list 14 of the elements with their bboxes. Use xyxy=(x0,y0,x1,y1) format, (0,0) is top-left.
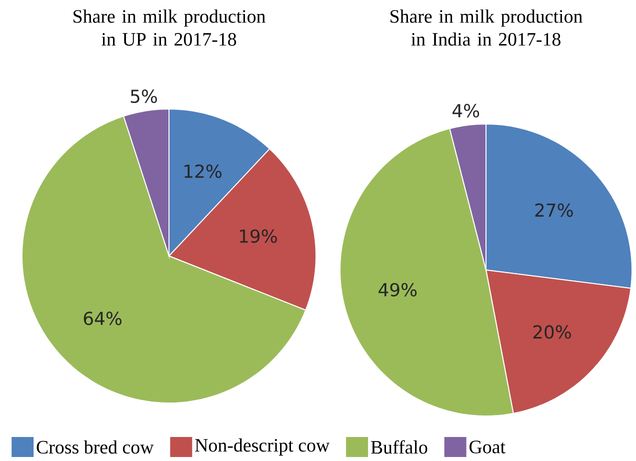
data-label: 5% xyxy=(130,89,157,104)
chart-title: Share in milk production in UP in 2017-18 xyxy=(74,10,266,46)
data-label: 20% xyxy=(533,325,571,339)
chart-title: Share in milk production in India in 2017-18 xyxy=(390,10,582,46)
legend-label: Non-descript cow xyxy=(195,438,330,456)
legend-label: Buffalo xyxy=(370,440,428,454)
legend-label: Goat xyxy=(470,440,506,454)
data-label: 4% xyxy=(452,104,480,118)
data-label: 64% xyxy=(84,312,122,326)
data-label: 19% xyxy=(240,229,277,243)
data-label: 27% xyxy=(535,203,573,217)
legend-label: Cross bred cow xyxy=(36,440,154,454)
data-label: 49% xyxy=(378,282,417,297)
data-label: 12% xyxy=(184,164,222,178)
